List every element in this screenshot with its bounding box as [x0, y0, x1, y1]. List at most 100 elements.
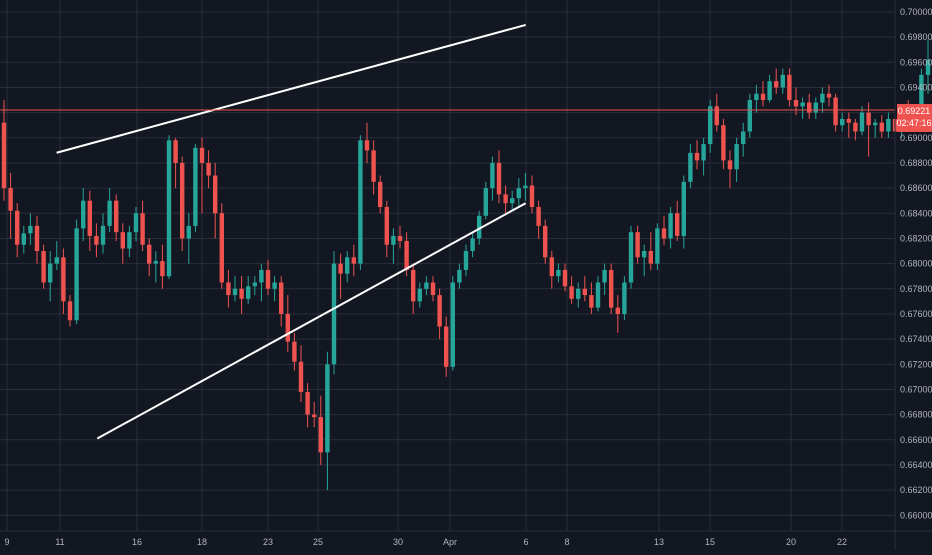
- candle-body: [298, 361, 304, 392]
- y-tick-label: 0.68600: [900, 183, 932, 193]
- candle-body: [681, 181, 686, 236]
- candle-body: [813, 102, 818, 113]
- y-tick-label: 0.67200: [900, 359, 932, 369]
- y-tick-label: 0.69600: [900, 57, 932, 67]
- candle-body: [272, 282, 277, 289]
- y-tick-label: 0.70000: [900, 7, 932, 17]
- candle-body: [391, 235, 396, 245]
- candle-body: [94, 235, 99, 245]
- candle-body: [259, 269, 264, 283]
- candle-body: [41, 251, 46, 283]
- candle-body: [793, 100, 799, 107]
- candle-body: [312, 414, 317, 418]
- candle-body: [160, 261, 165, 277]
- candle-body: [226, 282, 231, 296]
- candle-body: [503, 194, 508, 204]
- candle-body: [318, 417, 323, 453]
- candle-body: [556, 269, 561, 277]
- trendline[interactable]: [96, 202, 527, 440]
- candle-body: [265, 269, 271, 289]
- candle-body: [734, 144, 739, 170]
- candle-body: [516, 188, 521, 199]
- candle-body: [873, 122, 878, 126]
- candle-body: [279, 282, 284, 314]
- candle-body: [569, 286, 574, 299]
- y-tick-label: 0.66400: [900, 460, 932, 470]
- x-tick-label: 9: [4, 537, 9, 547]
- candle-body: [543, 225, 548, 258]
- y-tick-label: 0.67800: [900, 284, 932, 294]
- x-tick-label: 30: [393, 537, 403, 547]
- candle-body: [246, 286, 251, 299]
- trendline[interactable]: [56, 23, 526, 154]
- candle-body: [48, 263, 53, 283]
- candle-body: [694, 152, 700, 161]
- candle-body: [609, 269, 614, 308]
- candle-body: [404, 240, 409, 270]
- candle-body: [529, 185, 535, 207]
- candle-body: [701, 144, 706, 161]
- candle-body: [602, 269, 607, 283]
- candle-body: [523, 185, 528, 189]
- candle-body: [199, 147, 205, 163]
- candle-body: [173, 140, 178, 163]
- candle-body: [807, 102, 812, 113]
- x-tick-label: 16: [132, 537, 142, 547]
- candle-body: [213, 175, 218, 214]
- candle-body: [648, 251, 653, 264]
- x-tick-label: 22: [837, 537, 847, 547]
- candle-body: [536, 206, 541, 226]
- x-tick-label: 11: [55, 537, 64, 547]
- candle-body: [61, 257, 66, 302]
- candle-body: [193, 147, 198, 226]
- candle-body: [424, 282, 429, 289]
- candle-body: [450, 282, 455, 367]
- candle-body: [470, 238, 475, 252]
- candle-body: [166, 140, 172, 277]
- candle-body: [510, 198, 515, 204]
- candle-body: [787, 74, 792, 101]
- y-tick-label: 0.68000: [900, 259, 932, 269]
- candle-body: [483, 188, 488, 216]
- last-price-badge-bg: [897, 103, 932, 132]
- y-tick-label: 0.66600: [900, 435, 932, 445]
- candle-body: [549, 257, 554, 277]
- y-tick-label: 0.68800: [900, 158, 932, 168]
- candle-body: [661, 228, 667, 239]
- candle-body: [219, 213, 224, 283]
- y-tick-label: 0.66800: [900, 410, 932, 420]
- candle-body: [8, 188, 13, 211]
- last-price-value: 0.69221: [898, 106, 931, 116]
- candle-body: [826, 93, 832, 98]
- candle-body: [714, 106, 719, 126]
- candle-body: [15, 210, 20, 245]
- candle-body: [140, 213, 145, 245]
- x-tick-label: 18: [197, 537, 207, 547]
- candle-body: [457, 269, 462, 283]
- candle-body: [615, 307, 620, 314]
- candle-body: [866, 112, 871, 126]
- candle-body: [576, 288, 581, 299]
- candle-body: [153, 261, 158, 264]
- y-tick-label: 0.68400: [900, 208, 932, 218]
- x-tick-label: Apr: [443, 537, 457, 547]
- candle-body: [727, 160, 733, 170]
- candle-body: [437, 295, 442, 327]
- candle-body: [371, 150, 376, 182]
- x-tick-label: 15: [705, 537, 715, 547]
- candle-body: [853, 122, 858, 132]
- candle-body: [81, 200, 86, 229]
- candle-body: [688, 152, 693, 182]
- candle-body: [622, 282, 627, 314]
- candle-body: [628, 232, 634, 283]
- candle-body: [859, 112, 865, 132]
- y-tick-label: 0.69000: [900, 133, 932, 143]
- candle-body: [180, 162, 185, 239]
- candle-body: [186, 225, 191, 239]
- candle-body: [562, 269, 568, 287]
- candle-body: [846, 118, 851, 123]
- candle-body: [21, 233, 26, 245]
- candle-body: [754, 93, 759, 101]
- candle-body: [496, 162, 502, 195]
- candle-body: [589, 295, 594, 308]
